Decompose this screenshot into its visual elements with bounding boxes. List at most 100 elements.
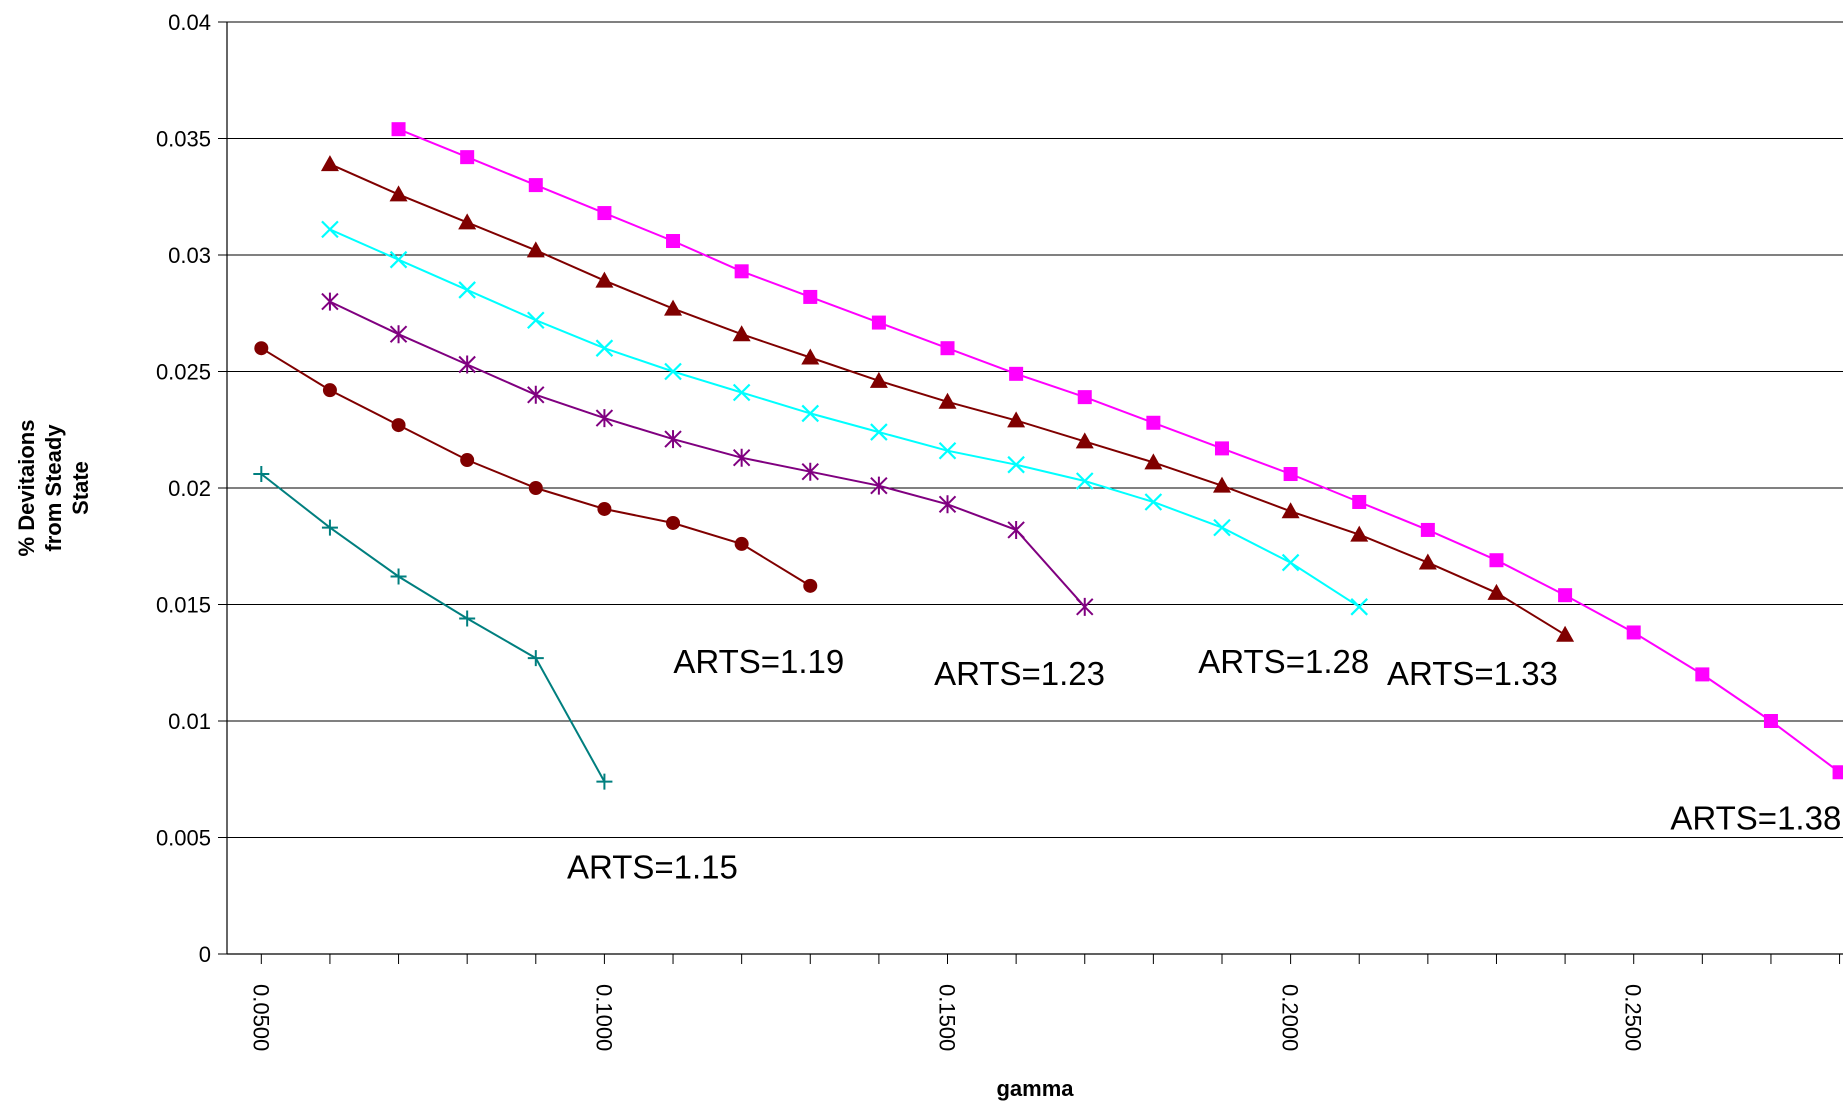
data-point <box>664 430 682 449</box>
annotation-label: ARTS=1.19 <box>673 643 844 680</box>
data-point <box>1487 583 1506 600</box>
data-point <box>527 385 545 404</box>
series-0 <box>253 466 613 790</box>
data-point <box>526 241 545 258</box>
data-point <box>389 250 408 269</box>
data-point <box>1077 390 1092 405</box>
x-tick-label: 0.0500 <box>248 984 273 1051</box>
data-point <box>1214 441 1229 456</box>
x-axis-ticks: 0.0500 0.1000 0.1500 0.2000 0.2500 <box>248 954 1841 1051</box>
data-point <box>1144 493 1163 511</box>
data-point <box>1489 553 1504 568</box>
data-point <box>938 495 957 514</box>
data-point <box>803 578 818 593</box>
data-point <box>321 519 338 536</box>
y-axis-label-line: from Steady <box>41 424 66 552</box>
data-point <box>940 341 955 356</box>
data-point <box>597 501 612 516</box>
y-tick-label: 0 <box>199 942 211 967</box>
data-point <box>1281 502 1300 519</box>
annotation-label: ARTS=1.15 <box>567 848 738 885</box>
y-axis-label: % Devitaionsfrom SteadyState <box>14 420 93 557</box>
data-point <box>391 418 406 433</box>
data-point <box>527 311 545 330</box>
data-point <box>1350 525 1369 542</box>
data-point <box>870 423 888 441</box>
y-axis-ticks: 0 0.005 0.01 0.015 0.02 0.025 0.03 0.035 0.04 <box>156 10 227 967</box>
x-tick-label: 0.1000 <box>591 984 616 1051</box>
annotation-label: ARTS=1.38 <box>1670 799 1841 836</box>
data-point <box>801 404 820 423</box>
data-point <box>666 234 681 249</box>
data-point <box>803 289 818 304</box>
data-point <box>871 315 886 330</box>
data-point <box>321 292 339 311</box>
data-point <box>391 122 406 137</box>
data-point <box>664 362 682 381</box>
data-point <box>801 462 819 481</box>
data-point <box>460 150 475 165</box>
data-point <box>389 325 408 344</box>
data-point <box>664 299 683 316</box>
data-point <box>389 185 408 202</box>
annotation-label: ARTS=1.23 <box>934 655 1105 692</box>
data-point <box>732 325 751 342</box>
annotations: ARTS=1.15 ARTS=1.19 ARTS=1.23 ARTS=1.28 ARTS… <box>567 643 1841 885</box>
data-point <box>597 206 612 221</box>
series-2 <box>321 292 1094 616</box>
data-point <box>1213 518 1231 537</box>
data-point <box>595 409 614 428</box>
x-axis-label: gamma <box>996 1076 1074 1101</box>
series-5 <box>391 122 1843 780</box>
data-point <box>869 371 888 388</box>
data-point <box>253 466 270 483</box>
data-point <box>322 383 337 398</box>
data-point <box>1350 598 1369 616</box>
data-point <box>1418 553 1437 570</box>
data-point <box>254 341 269 356</box>
x-tick-label: 0.2500 <box>1621 984 1646 1051</box>
data-point <box>1695 667 1710 682</box>
series-line <box>329 300 1086 608</box>
series-line <box>260 473 606 783</box>
data-point <box>938 441 957 460</box>
y-tick-label: 0.04 <box>168 10 211 35</box>
data-point <box>938 392 957 409</box>
data-point <box>1626 625 1641 640</box>
data-point <box>1212 476 1231 493</box>
data-point <box>527 650 544 667</box>
y-axis-label-line: % Devitaions <box>14 420 39 557</box>
data-point <box>1144 453 1163 470</box>
data-point <box>458 281 476 299</box>
data-point <box>528 481 543 495</box>
y-tick-label: 0.025 <box>156 360 211 385</box>
data-point <box>734 536 749 551</box>
data-point <box>1007 455 1025 474</box>
annotation-label: ARTS=1.28 <box>1198 643 1369 680</box>
y-tick-label: 0.035 <box>156 127 211 152</box>
series-3 <box>321 220 1369 616</box>
series-4 <box>320 155 1575 642</box>
data-point <box>1146 415 1161 430</box>
data-point <box>1283 467 1298 482</box>
y-tick-label: 0.02 <box>168 476 211 501</box>
data-point <box>595 271 614 288</box>
data-point <box>734 264 749 279</box>
data-point <box>1009 366 1024 381</box>
data-point <box>321 220 339 239</box>
data-point <box>801 348 820 365</box>
data-point <box>666 515 681 530</box>
x-tick-label: 0.1500 <box>935 984 960 1051</box>
data-point <box>596 773 613 790</box>
y-axis-label-line: State <box>68 461 93 515</box>
y-tick-label: 0.005 <box>156 826 211 851</box>
data-point <box>1558 588 1573 603</box>
y-tick-label: 0.03 <box>168 243 211 268</box>
gridlines <box>227 21 1843 838</box>
data-point <box>1763 714 1778 728</box>
data-point <box>732 448 751 467</box>
data-point <box>459 610 476 627</box>
series-line <box>260 347 811 587</box>
data-point <box>320 155 339 172</box>
